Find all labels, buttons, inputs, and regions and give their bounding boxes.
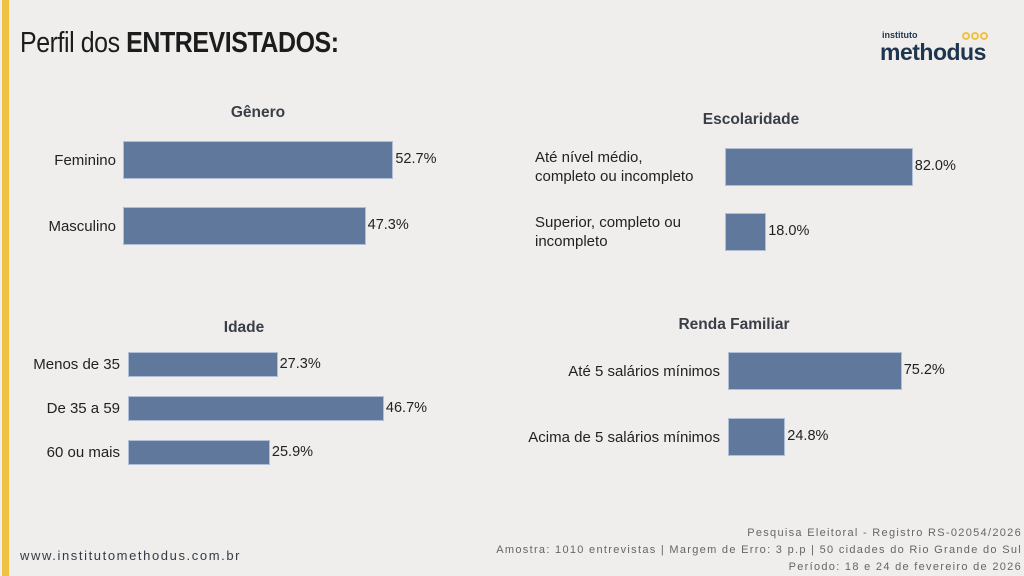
- chart-title-genero: Gênero: [230, 104, 286, 121]
- logo-main-text: methodus: [880, 39, 986, 65]
- survey-footer: Pesquisa Eleitoral - Registro RS-02054/2…: [496, 525, 1022, 576]
- website-link[interactable]: www.institutomethodus.com.br: [20, 548, 242, 563]
- page-title: Perfil dos ENTREVISTADOS:: [20, 27, 339, 60]
- footer-period: Período: 18 e 24 de fevereiro de 2026: [788, 561, 1022, 573]
- footer-registry: Pesquisa Eleitoral - Registro RS-02054/2…: [747, 527, 1022, 539]
- value-label: 46.7%: [385, 399, 428, 416]
- category-label: Acima de 5 salários mínimos: [528, 428, 720, 446]
- accent-stripe: [2, 0, 9, 576]
- bar-escolaridade-1: [725, 213, 767, 251]
- category-label: Até nível médio, completo ou incompleto: [535, 149, 694, 185]
- value-label: 52.7%: [395, 151, 437, 167]
- value-label: 75.2%: [903, 362, 945, 378]
- value-label: 24.8%: [787, 428, 829, 444]
- category-label: De 35 a 59: [46, 400, 120, 417]
- page-title-bold: ENTREVISTADOS:: [126, 27, 339, 59]
- bar-idade-2: [128, 440, 270, 465]
- category-label: Masculino: [48, 217, 116, 235]
- bar-genero-1: [123, 207, 366, 245]
- value-label: 18.0%: [768, 223, 810, 239]
- value-label: 25.9%: [271, 443, 314, 460]
- bar-idade-1: [128, 396, 384, 421]
- value-label: 82.0%: [914, 158, 956, 174]
- category-label: 60 ou mais: [46, 444, 120, 461]
- page-title-light: Perfil dos: [20, 27, 120, 59]
- category-label: Até 5 salários mínimos: [568, 362, 720, 380]
- value-label: 47.3%: [367, 217, 409, 233]
- logo-text: instituto methodus: [880, 30, 986, 64]
- bar-renda-1: [728, 418, 786, 456]
- chart-title-idade: Idade: [223, 319, 265, 336]
- bar-escolaridade-0: [725, 148, 913, 186]
- chart-title-renda: Renda Familiar: [678, 316, 790, 333]
- bar-genero-0: [123, 141, 394, 179]
- chart-title-escolaridade: Escolaridade: [702, 111, 800, 128]
- footer-sample: Amostra: 1010 entrevistas | Margem de Er…: [496, 544, 1022, 556]
- methodus-logo: instituto methodus: [880, 30, 992, 70]
- category-label: Feminino: [54, 151, 116, 169]
- value-label: 27.3%: [279, 355, 321, 372]
- category-label: Superior, completo ou incompleto: [535, 214, 681, 250]
- bar-idade-0: [128, 352, 278, 377]
- logo-circles-icon: [962, 32, 988, 40]
- logo-small-text: instituto: [882, 30, 918, 40]
- bar-renda-0: [728, 352, 902, 390]
- category-label: Menos de 35: [33, 356, 120, 373]
